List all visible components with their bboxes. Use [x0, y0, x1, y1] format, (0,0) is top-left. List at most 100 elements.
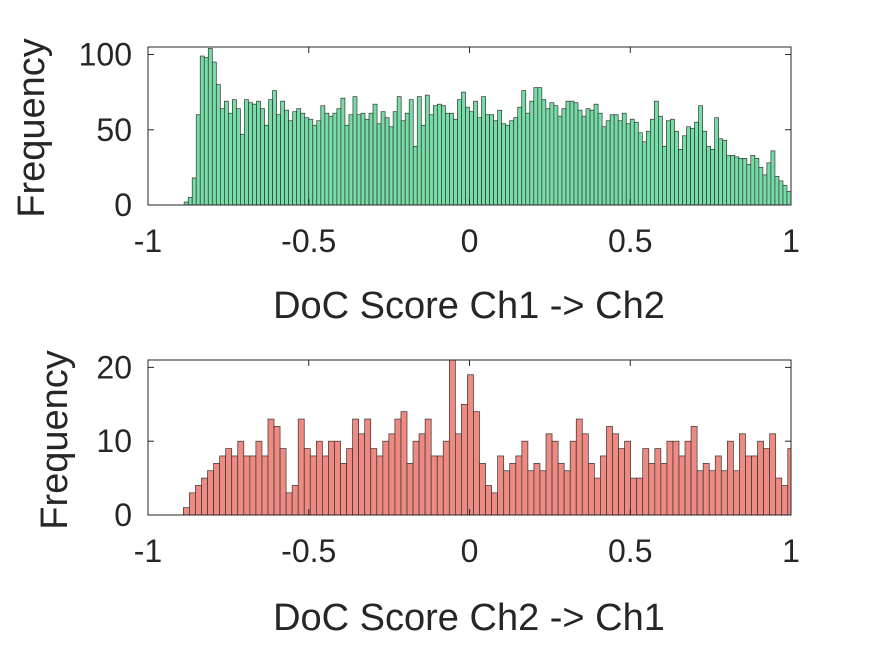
bar-top-62 [428, 114, 434, 206]
bar-top-128 [694, 121, 699, 206]
bar-top-120 [662, 145, 667, 206]
bar-bottom-73 [624, 440, 631, 516]
y-tick-label-bottom-2: 20 [96, 349, 132, 385]
bar-bottom-79 [660, 462, 668, 516]
bar-top-55 [400, 120, 406, 206]
bar-bottom-77 [648, 462, 656, 516]
bar-bottom-18 [291, 485, 299, 516]
bar-top-136 [726, 154, 732, 206]
bar-bottom-41 [430, 455, 438, 516]
bar-top-144 [758, 167, 764, 206]
bar-top-113 [633, 121, 639, 206]
bar-top-34 [316, 120, 322, 206]
bar-top-37 [328, 115, 334, 206]
bar-top-75 [481, 96, 486, 206]
bar-bottom-84 [690, 426, 698, 516]
bar-bottom-45 [455, 433, 462, 516]
bar-bottom-55 [515, 455, 523, 516]
bar-bottom-4 [207, 470, 214, 516]
bar-bottom-97 [769, 433, 777, 516]
y-tick-labels-bottom: 0 10 20 [96, 349, 132, 533]
bar-top-71 [465, 106, 470, 206]
bar-bottom-76 [642, 448, 650, 516]
bar-top-74 [477, 117, 482, 206]
bar-bottom-61 [551, 440, 559, 516]
bar-bottom-69 [600, 455, 607, 516]
bar-top-121 [666, 120, 671, 206]
bar-top-134 [718, 138, 724, 206]
bar-bottom-62 [557, 462, 565, 516]
bar-bottom-53 [503, 470, 511, 516]
bar-top-27 [288, 120, 294, 206]
bar-bottom-71 [612, 433, 619, 516]
bar-bottom-81 [672, 440, 680, 516]
bar-bottom-54 [509, 462, 517, 516]
bar-top-111 [625, 123, 631, 206]
bar-top-10 [219, 108, 225, 206]
bar-top-61 [424, 94, 430, 206]
bar-top-112 [629, 118, 635, 206]
bar-top-19 [256, 100, 261, 206]
ticks-bottom [147, 360, 792, 516]
bar-top-99 [577, 109, 583, 206]
bar-top-22 [268, 99, 273, 206]
bar-bottom-85 [696, 470, 704, 516]
bar-bottom-88 [714, 455, 722, 516]
bar-top-60 [420, 124, 426, 206]
bar-top-110 [621, 112, 627, 206]
bar-bottom-80 [666, 440, 674, 516]
bar-bottom-6 [219, 455, 227, 516]
bar-bottom-24 [328, 440, 335, 516]
bar-bottom-86 [702, 462, 710, 516]
bar-top-108 [613, 114, 619, 206]
bar-top-130 [702, 130, 707, 206]
bar-top-90 [541, 99, 547, 206]
bar-bottom-38 [412, 440, 420, 516]
bar-top-31 [304, 117, 310, 206]
bar-top-45 [360, 112, 366, 206]
bar-top-20 [260, 108, 265, 206]
bar-bottom-89 [720, 470, 728, 516]
y-tick-label-top-0: 0 [114, 187, 132, 223]
bar-bottom-83 [684, 440, 692, 516]
bar-top-103 [593, 103, 599, 206]
bar-bottom-49 [479, 462, 486, 516]
bar-top-97 [569, 100, 575, 206]
bar-bottom-75 [636, 477, 644, 516]
bar-top-92 [549, 102, 555, 206]
bar-bottom-15 [273, 426, 281, 516]
bar-bottom-13 [261, 455, 269, 516]
bar-bottom-11 [249, 455, 257, 516]
y-tick-label-top-1: 50 [96, 112, 132, 148]
x-tick-label-bottom-1: -0.5 [281, 533, 336, 569]
bar-bottom-40 [424, 418, 432, 516]
bar-top-63 [432, 105, 438, 206]
x-axis-label-top: DoC Score Ch1 -> Ch2 [273, 285, 665, 327]
bar-top-124 [678, 148, 683, 206]
bar-bottom-93 [745, 455, 752, 516]
bar-top-132 [710, 148, 716, 206]
bar-top-52 [388, 126, 394, 206]
x-axis-label-bottom: DoC Score Ch2 -> Ch1 [273, 597, 665, 639]
y-tick-label-bottom-1: 10 [96, 423, 132, 459]
bar-top-30 [300, 112, 306, 206]
bar-top-4 [195, 114, 201, 206]
bar-bottom-3 [201, 477, 208, 516]
bar-top-127 [690, 127, 695, 206]
bar-top-7 [207, 48, 213, 206]
bar-bottom-59 [539, 470, 547, 516]
bar-bottom-39 [418, 433, 426, 516]
bar-top-16 [244, 99, 249, 206]
bar-top-78 [493, 120, 498, 206]
bar-bottom-82 [678, 455, 686, 516]
bar-bottom-96 [763, 448, 770, 516]
x-tick-label-top-0: -1 [134, 223, 162, 259]
bar-top-107 [609, 114, 615, 206]
bar-top-11 [224, 100, 229, 206]
bar-bottom-20 [303, 448, 311, 516]
bar-top-36 [324, 112, 330, 206]
bar-top-146 [766, 162, 772, 206]
bar-top-151 [786, 191, 792, 206]
bar-bottom-26 [340, 462, 347, 516]
bar-top-114 [637, 132, 643, 206]
